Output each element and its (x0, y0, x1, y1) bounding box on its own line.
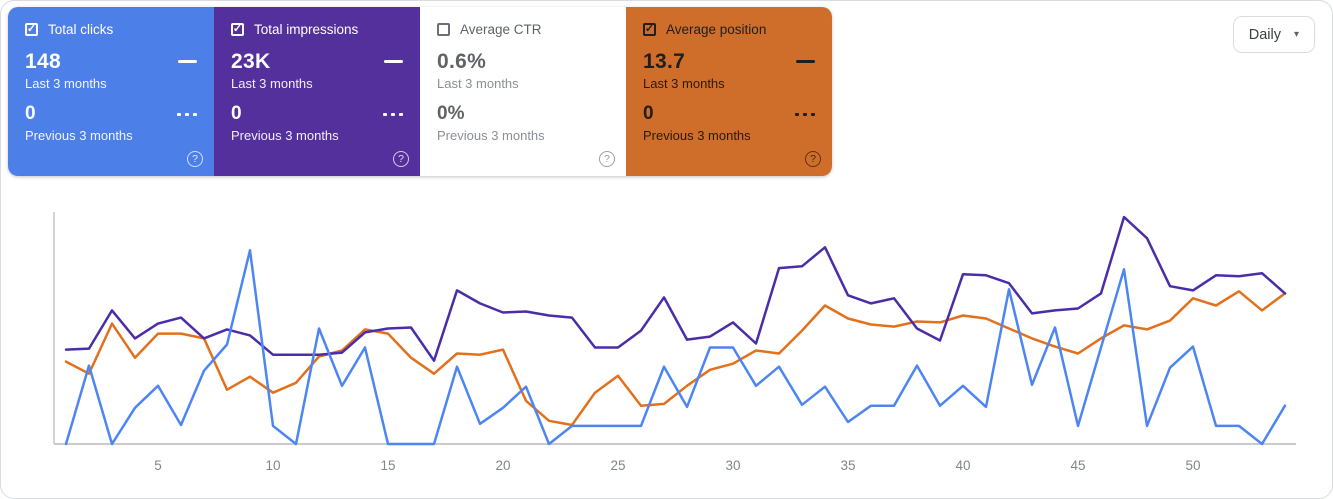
total-impressions-prev-caption: Previous 3 months (231, 127, 339, 143)
average-ctr-label: Average CTR (460, 22, 542, 37)
impressions-line (64, 215, 1287, 362)
total-clicks-prev-caption: Previous 3 months (25, 127, 133, 143)
x-tick-label: 45 (1070, 458, 1085, 473)
average-ctr-caption: Last 3 months (437, 76, 519, 92)
x-tick-label: 25 (610, 458, 625, 473)
average-position-label: Average position (666, 22, 767, 37)
total-clicks-value: 148 (25, 50, 61, 73)
x-tick-label: 35 (840, 458, 855, 473)
total-impressions-value: 23K (231, 50, 271, 73)
dashed-line-legend-mark (176, 113, 197, 117)
average-position-checkbox[interactable]: ✓ (643, 23, 656, 36)
clicks-line (64, 249, 1287, 446)
average-position-caption: Last 3 months (643, 76, 725, 92)
x-tick-label: 15 (380, 458, 395, 473)
help-icon[interactable]: ? (393, 151, 409, 167)
average-ctr-prev-caption: Previous 3 months (437, 127, 545, 143)
average-position-value: 13.7 (643, 50, 686, 73)
x-tick-label: 40 (955, 458, 970, 473)
help-icon[interactable]: ? (187, 151, 203, 167)
dashed-line-legend-mark (382, 113, 403, 117)
average-position-card[interactable]: ✓ Average position 13.7 Last 3 months 0 … (626, 7, 832, 176)
total-impressions-label: Total impressions (254, 22, 359, 37)
total-clicks-card[interactable]: ✓ Total clicks 148 Last 3 months 0 Previ… (8, 7, 214, 176)
check-icon: ✓ (232, 23, 243, 35)
x-tick-label: 30 (725, 458, 740, 473)
position-line (64, 290, 1287, 427)
help-icon[interactable]: ? (805, 151, 821, 167)
dashed-line-legend-mark (794, 113, 815, 117)
total-clicks-caption: Last 3 months (25, 76, 107, 92)
total-impressions-card[interactable]: ✓ Total impressions 23K Last 3 months 0 … (214, 7, 420, 176)
total-impressions-checkbox[interactable]: ✓ (231, 23, 244, 36)
chevron-down-icon: ▾ (1293, 28, 1299, 40)
solid-line-legend-mark (384, 60, 403, 64)
x-tick-label: 5 (154, 458, 162, 473)
check-icon: ✓ (26, 23, 37, 35)
solid-line-legend-mark (796, 60, 815, 64)
metric-cards: ✓ Total clicks 148 Last 3 months 0 Previ… (8, 7, 832, 176)
total-impressions-caption: Last 3 months (231, 76, 313, 92)
date-granularity-label: Daily (1248, 26, 1281, 43)
average-position-prev-value: 0 (643, 103, 654, 125)
x-tick-label: 50 (1185, 458, 1200, 473)
average-position-prev-caption: Previous 3 months (643, 127, 751, 143)
total-impressions-prev-value: 0 (231, 103, 242, 125)
average-ctr-value: 0.6% (437, 50, 487, 73)
average-ctr-checkbox[interactable] (437, 23, 450, 36)
average-ctr-prev-value: 0% (437, 103, 465, 125)
total-clicks-label: Total clicks (48, 22, 114, 37)
check-icon: ✓ (644, 23, 655, 35)
total-clicks-prev-value: 0 (25, 103, 36, 125)
x-tick-label: 10 (265, 458, 280, 473)
help-icon[interactable]: ? (599, 151, 615, 167)
solid-line-legend-mark (178, 60, 197, 64)
total-clicks-checkbox[interactable]: ✓ (25, 23, 38, 36)
x-tick-label: 20 (495, 458, 510, 473)
average-ctr-card[interactable]: Average CTR 0.6% Last 3 months 0% Previo… (420, 7, 626, 176)
date-granularity-selector[interactable]: Daily ▾ (1232, 16, 1315, 53)
